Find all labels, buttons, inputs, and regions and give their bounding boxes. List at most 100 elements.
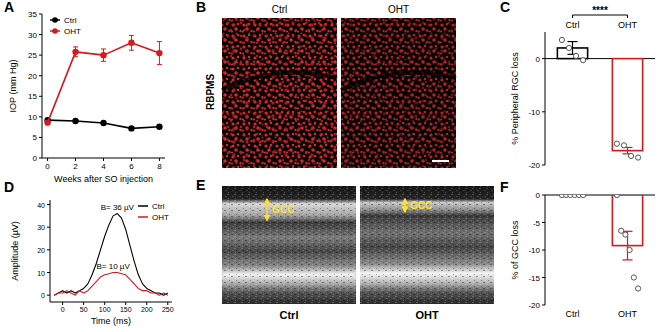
x-tick [103,158,104,161]
oct-image [360,186,494,304]
y-axis-label: % Peripheral RGC loss [510,52,520,145]
line [73,56,78,57]
y-tick-label: 0 [41,292,45,299]
data-point [580,195,585,198]
plot-marks [54,214,168,296]
y-tick [542,277,545,278]
legend-entry: Ctrl [50,16,77,25]
y-tick-label: 20 [28,72,37,81]
scale-bar [432,160,449,162]
gcc-label: GCC [272,204,294,215]
x-tick-label: 6 [129,162,134,171]
y-tick [47,227,50,228]
y-tick-label: 25 [28,51,37,60]
line [623,259,633,260]
y-tick-label: 0 [33,154,38,163]
x-tick [75,158,76,161]
line [73,46,78,47]
y-tick [39,75,42,76]
y-tick [542,195,545,196]
y-tick-label: -10 [528,246,540,255]
image-label: Ctrl [280,309,299,321]
legend-label: Ctrl [64,16,77,25]
series-line [48,43,160,123]
image-label: OHT [388,4,409,15]
x-axis-label: Time (ms) [91,316,131,326]
x-tick-label: 2 [73,162,78,171]
rect [222,18,337,168]
legend-swatch [138,216,148,218]
x-tick [104,302,105,305]
significance: **** [592,5,608,16]
x-tick-label: 100 [99,306,111,313]
error-bar [623,231,633,260]
gcc-arrow [266,199,267,220]
annotation: B= 10 µV [96,262,130,271]
y-tick [542,165,545,166]
category-label: Ctrl [566,20,580,30]
x-axis [50,302,172,303]
legend-label: OHT [64,27,81,36]
y-tick [542,111,545,112]
panel-letter: D [4,179,14,195]
y-tick-label: -5 [533,219,541,228]
line [129,35,134,36]
y-tick [39,34,42,35]
category-label: Ctrl [566,309,580,319]
y-axis-label: % of GCC loss [510,220,520,280]
y-tick [542,250,545,251]
y-tick-label: 10 [28,113,37,122]
image-label: Ctrl [272,4,288,15]
data-point [635,155,640,160]
y-tick-label: -15 [528,274,540,283]
legend-marker [52,28,58,34]
data-point [631,275,636,280]
marker [72,118,78,124]
y-tick [542,305,545,306]
legend-entry: OHT [50,27,81,36]
marker [156,124,162,130]
line [568,41,578,42]
y-tick [47,272,50,273]
x-tick-label: 8 [157,162,162,171]
x-tick [146,302,147,305]
y-tick-label: -20 [528,301,540,310]
x-tick [125,302,126,305]
rect [222,186,356,304]
y-tick [39,14,42,15]
legend-entry: OHT [138,213,169,222]
path [222,73,337,90]
y-tick [542,222,545,223]
y-axis [42,14,43,158]
micrograph [222,18,337,168]
error-bar [157,42,162,65]
x-axis-label: Weeks after SO injection [54,174,153,184]
y-axis [545,32,546,165]
y-tick [39,55,42,56]
series-line [48,120,160,128]
data-point [628,153,633,158]
y-tick [39,158,42,159]
y-tick-label: 0 [536,55,541,64]
y-tick [47,295,50,296]
error-bar [73,47,78,57]
legend-swatch [138,205,148,207]
y-tick [39,137,42,138]
micrograph [341,18,456,168]
marker [72,49,78,55]
y-axis-label: Amplitude (µV) [10,221,20,281]
line [101,48,106,49]
panel-letter: B [196,0,206,15]
data-point [614,141,619,146]
marker [128,40,134,46]
image-label: OHT [415,309,439,321]
data-point [621,143,626,148]
legend-marker [52,17,58,23]
x-tick-label: 250 [162,306,174,313]
y-tick-label: -20 [528,161,540,170]
marker [44,119,50,125]
error-bar [101,49,106,61]
plot-marks [44,35,162,131]
line [157,41,162,42]
rect [341,18,456,168]
